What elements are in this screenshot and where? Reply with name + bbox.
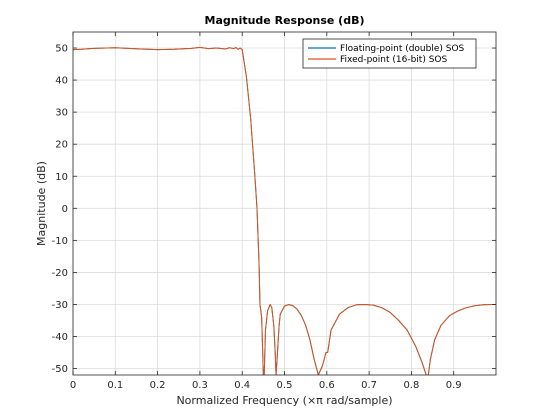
legend-box [302, 38, 477, 69]
y-tick-label: 20 [55, 140, 68, 151]
legend-label-1: Floating-point (double) SOS [340, 44, 465, 54]
y-tick-label: -20 [52, 268, 68, 279]
x-tick-label: 0.9 [446, 380, 462, 391]
x-tick-label: 0.1 [107, 380, 123, 391]
x-tick-label: 0.8 [403, 380, 419, 391]
series-line-2 [73, 46, 496, 375]
y-tick-label: 0 [62, 204, 68, 215]
y-tick-label: -30 [52, 300, 68, 311]
x-tick-label: 0.5 [277, 380, 293, 391]
x-tick-label: 0.6 [319, 380, 335, 391]
chart-title: Magnitude Response (dB) [205, 14, 365, 27]
series-layer [73, 46, 496, 375]
y-tick-label: -50 [52, 364, 68, 375]
x-axis: 0 0.1 0.2 0.3 0.4 0.5 0.6 0.7 0.8 0.9 [70, 32, 462, 391]
y-axis-label: Magnitude (dB) [35, 161, 48, 246]
x-tick-label: 0.3 [192, 380, 208, 391]
grid [72, 32, 496, 375]
y-axis: -50 -40 -30 -20 -10 0 10 20 30 40 50 [52, 44, 496, 375]
y-tick-label: 10 [55, 172, 68, 183]
x-tick-label: 0.4 [234, 380, 250, 391]
y-tick-label: 40 [55, 76, 68, 87]
y-tick-label: 30 [55, 108, 68, 119]
x-tick-label: 0.7 [361, 380, 377, 391]
y-tick-label: -40 [52, 332, 68, 343]
x-tick-label: 0 [70, 380, 76, 391]
y-tick-label: 50 [55, 44, 68, 55]
y-tick-label: -10 [52, 236, 68, 247]
legend-label-2: Fixed-point (16-bit) SOS [340, 55, 448, 65]
x-tick-label: 0.2 [150, 380, 166, 391]
x-axis-label: Normalized Frequency (×π rad/sample) [176, 394, 392, 407]
